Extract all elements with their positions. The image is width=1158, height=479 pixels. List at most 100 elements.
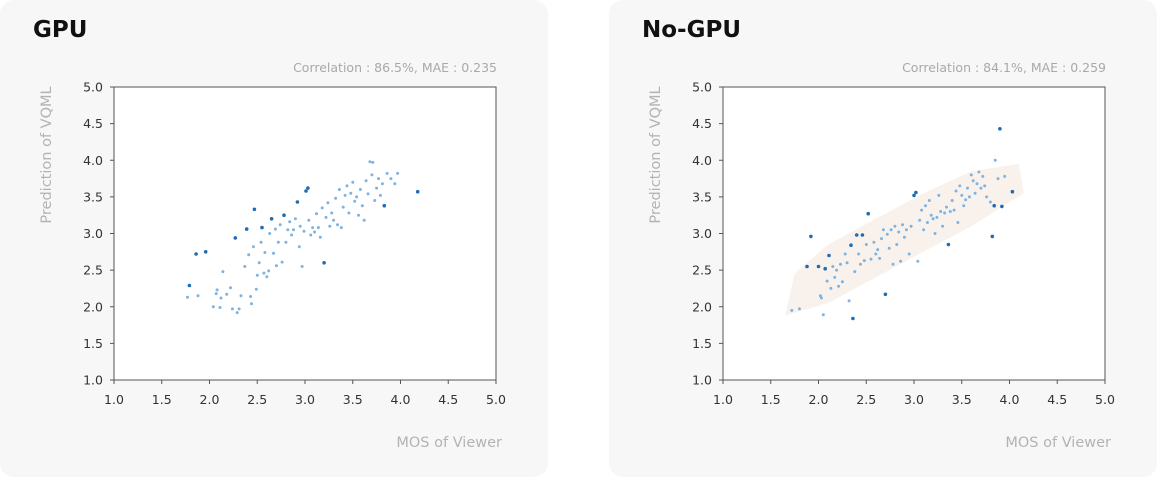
data-point (1000, 204, 1004, 209)
data-point (927, 199, 931, 202)
data-point (960, 193, 964, 197)
data-point (313, 230, 317, 234)
data-point (290, 233, 294, 237)
data-point (273, 227, 277, 231)
data-point (239, 294, 243, 298)
data-point (351, 180, 355, 184)
data-point (922, 228, 926, 232)
data-point (869, 257, 873, 261)
x-tick-label: 2.0 (200, 392, 220, 407)
x-tick-label: 3.0 (904, 392, 924, 407)
data-point (920, 208, 924, 212)
y-tick-label: 3.0 (692, 226, 712, 241)
data-point (274, 264, 278, 268)
data-point (891, 262, 895, 266)
data-point (211, 305, 215, 309)
data-point (893, 224, 897, 228)
y-tick-label: 1.0 (692, 373, 712, 388)
stats-annotation: Correlation : 84.1%, MAE : 0.259 (902, 60, 1106, 75)
data-point (357, 213, 360, 217)
y-tick-label: 3.0 (83, 226, 103, 241)
data-point (973, 191, 977, 195)
data-point (790, 308, 794, 312)
data-point (215, 288, 219, 292)
data-point (324, 215, 328, 219)
data-point (260, 225, 264, 230)
data-point (373, 199, 377, 202)
data-point (918, 218, 922, 222)
data-point (368, 160, 372, 164)
data-point (298, 224, 302, 228)
confidence-band (785, 163, 1024, 316)
data-point (805, 264, 809, 269)
data-point (330, 211, 334, 215)
data-point (328, 224, 332, 228)
data-point (851, 316, 855, 321)
data-point (956, 221, 960, 224)
x-tick-label: 4.0 (391, 392, 411, 407)
data-point (251, 245, 255, 249)
y-tick-label: 2.0 (692, 299, 712, 314)
data-point (969, 173, 973, 177)
data-point (993, 158, 997, 162)
data-point (343, 193, 347, 197)
data-point (230, 307, 234, 311)
data-point (839, 262, 842, 266)
data-point (371, 160, 375, 164)
data-point (954, 189, 958, 193)
scatter-chart-gpu: Correlation : 86.5%, MAE : 0.235 1.0 1.5 2.… (39, 60, 506, 451)
data-point (914, 190, 918, 195)
data-point (843, 252, 847, 256)
data-point (229, 286, 232, 290)
data-point (297, 245, 301, 249)
data-point (909, 224, 913, 228)
data-point (847, 299, 851, 303)
data-point (304, 189, 308, 193)
data-point (833, 275, 837, 279)
data-point (284, 240, 288, 244)
data-point (276, 240, 280, 244)
x-axis-label: MOS of Viewer (1005, 435, 1111, 451)
data-point (880, 237, 883, 241)
data-point (355, 195, 359, 199)
data-point (326, 201, 330, 205)
data-point (349, 191, 353, 195)
data-point (396, 171, 400, 175)
data-point (336, 223, 339, 227)
x-tick-label: 2.5 (856, 392, 876, 407)
data-point (837, 284, 841, 288)
x-tick-label: 4.0 (1000, 392, 1020, 407)
data-point (985, 195, 989, 199)
data-point (347, 211, 351, 215)
data-point (311, 226, 315, 230)
x-tick-label: 1.5 (761, 392, 781, 407)
data-point (948, 210, 952, 213)
data-point (300, 265, 304, 268)
data-point (358, 188, 362, 191)
data-point (237, 307, 241, 311)
data-point (853, 270, 857, 274)
x-tick-label: 2.0 (809, 392, 829, 407)
data-point (203, 250, 208, 254)
data-point (845, 261, 849, 265)
data-point (415, 189, 420, 194)
data-point (881, 228, 885, 232)
chart-title: GPU (33, 17, 88, 43)
data-point (895, 243, 899, 246)
x-tick-label: 3.5 (952, 392, 972, 407)
data-point (286, 228, 290, 232)
y-tick-label: 4.5 (692, 116, 712, 131)
data-point (221, 270, 225, 274)
data-point (254, 287, 258, 291)
x-tick-label: 2.5 (247, 392, 267, 407)
data-point (332, 218, 336, 222)
data-point (302, 229, 306, 233)
x-tick-label: 3.5 (343, 392, 363, 407)
data-point (992, 203, 996, 208)
data-point (295, 200, 300, 204)
data-point (272, 251, 275, 255)
data-point (218, 306, 222, 309)
data-point (382, 203, 387, 208)
data-point (186, 295, 189, 299)
data-point (967, 195, 971, 199)
